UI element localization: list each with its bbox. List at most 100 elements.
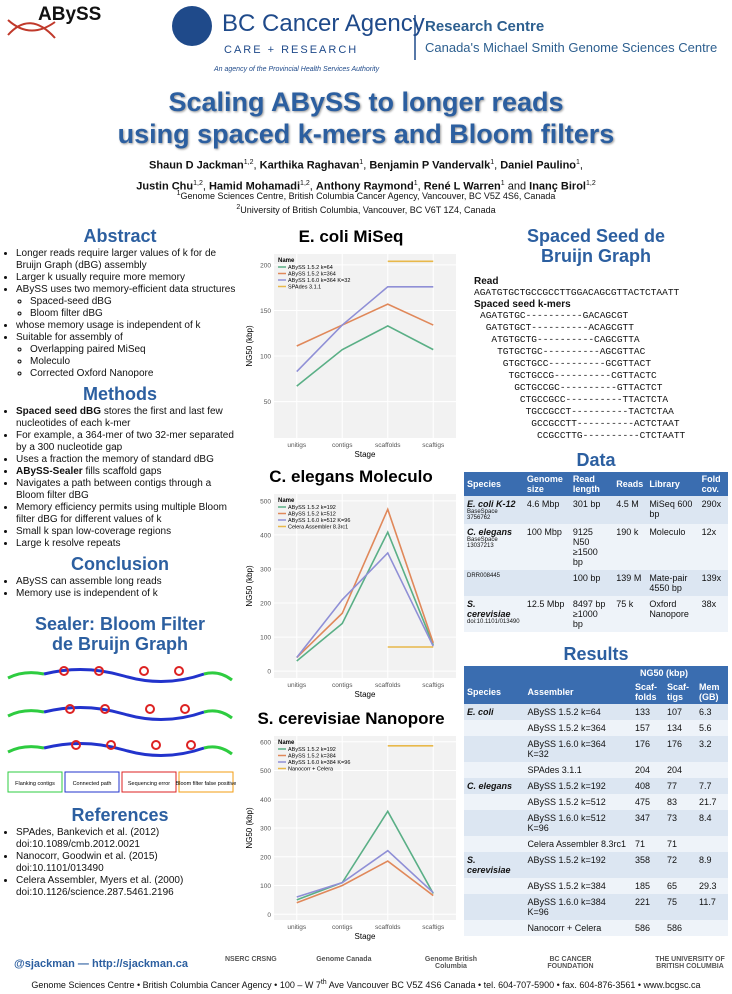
bullet-item: Uses a fraction the memory of standard d… bbox=[16, 454, 236, 466]
legend-label: Celera Assembler 8.3rc1 bbox=[288, 525, 348, 531]
cell-text: 139x bbox=[701, 573, 722, 583]
legend-label: ABySS 1.5.2 k=64 bbox=[288, 265, 333, 271]
cell-text: MiSeq 600 bp bbox=[649, 499, 693, 519]
cell-text: ABySS 1.6.0 k=384 K=96 bbox=[527, 897, 606, 917]
legend-text: Sequencing error bbox=[128, 781, 170, 787]
title-line: using spaced k-mers and Bloom filters bbox=[117, 119, 615, 149]
cell-text: 290x bbox=[701, 499, 722, 509]
bullet-item: Memory efficiency permits using multiple… bbox=[16, 502, 236, 526]
legend-text: Flanking contigs bbox=[15, 781, 55, 787]
table-row: S. cerevisiae doi:10.1101/013490 12.5 Mbp 8… bbox=[464, 596, 728, 632]
cell: 290x bbox=[698, 496, 728, 524]
legend-label: ABySS 1.6.0 k=512 K=96 bbox=[288, 518, 350, 524]
cell-text: 38x bbox=[701, 599, 717, 609]
section-heading: Data bbox=[576, 450, 616, 470]
read-label: Read bbox=[474, 276, 499, 287]
bullet-text: Large k resolve repeats bbox=[16, 538, 121, 549]
species-cell bbox=[464, 878, 525, 894]
cell: 38x bbox=[698, 596, 728, 632]
footer-logos: NSERC CRSNG Genome Canada Genome British C… bbox=[225, 956, 730, 970]
author-sep: , bbox=[253, 159, 257, 172]
cell-text: ABySS 1.5.2 k=192 bbox=[527, 781, 606, 791]
cell: 7.7 bbox=[696, 778, 728, 794]
species-cell bbox=[464, 894, 525, 920]
sub-list: Spaced-seed dBGBloom filter dBG bbox=[16, 296, 236, 320]
flank-left bbox=[7, 709, 45, 718]
kmer: GCTGCCGC----------GTTACTCT bbox=[480, 382, 663, 393]
legend-text: Bloom filter false positive bbox=[176, 781, 236, 787]
author-sup: 1 bbox=[576, 159, 580, 166]
error-loop bbox=[139, 666, 149, 676]
chart: C. elegans Moleculo 0 100 200 300 400 500 uniti… bbox=[245, 467, 456, 699]
footer: Genome Sciences Centre • British Columbi… bbox=[0, 979, 732, 990]
author-name: Anthony Raymond bbox=[315, 180, 414, 193]
affiliations: 1Genome Sciences Centre, British Columbi… bbox=[0, 188, 732, 216]
column-header: Scaf-tigs bbox=[664, 680, 696, 704]
legend-label: ABySS 1.5.2 k=512 bbox=[288, 512, 336, 518]
cell: MiSeq 600 bp bbox=[646, 496, 699, 524]
cell: 185 bbox=[632, 878, 664, 894]
cell-text: 29.3 bbox=[699, 881, 717, 891]
kmers-label: Spaced seed k-mers bbox=[474, 299, 571, 310]
footer-logo: BC CANCER FOUNDATION bbox=[547, 956, 594, 970]
cell-text: Celera Assembler 8.3rc1 bbox=[527, 839, 626, 849]
cell: 75 k bbox=[613, 596, 647, 632]
column-header: Assembler bbox=[524, 680, 632, 704]
group-header: NG50 (kbp) bbox=[632, 666, 696, 680]
x-tick-label: contigs bbox=[332, 924, 353, 931]
cell-text: ABySS 1.5.2 k=364 bbox=[527, 723, 606, 733]
flank-right bbox=[203, 671, 233, 682]
author-sup: 1,2 bbox=[300, 179, 310, 187]
series-line bbox=[296, 285, 434, 373]
sub-item: Spaced-seed dBG bbox=[30, 296, 236, 308]
species-cell: S. cerevisiae doi:10.1101/013490 bbox=[464, 596, 524, 632]
section-heading: Results bbox=[563, 644, 629, 664]
cell-text: ABySS 1.5.2 k=512 bbox=[527, 797, 606, 807]
kmer: TGTGCTGC----------AGCGTTAC bbox=[480, 346, 646, 357]
series-line bbox=[296, 849, 434, 898]
x-tick-label: contigs bbox=[332, 442, 353, 449]
sub-item: Overlapping paired MiSeq bbox=[30, 344, 236, 356]
data-table: Species Genome size Read length Reads Librar… bbox=[464, 472, 728, 632]
table-row: ABySS 1.6.0 k=512 K=96 347 73 8.4 bbox=[464, 810, 728, 836]
legend-box bbox=[7, 771, 63, 793]
table-row: E. coli ABySS 1.5.2 k=64 133 107 6.3 bbox=[464, 704, 728, 720]
y-tick-label: 100 bbox=[260, 354, 271, 361]
kmer: CCGCCTTG----------CTCTAATT bbox=[480, 430, 686, 441]
cell-text: ABySS 1.6.0 k=512 K=96 bbox=[527, 813, 606, 833]
y-tick-label: 500 bbox=[260, 768, 271, 775]
bullet-text: ABySS can assemble long reads bbox=[16, 576, 162, 587]
author-name: Daniel Paulino bbox=[500, 159, 577, 172]
cell-text: 408 bbox=[635, 781, 651, 791]
footer-logo: Genome British Columbia bbox=[424, 956, 478, 970]
affiliation: 2University of British Columbia, Vancouv… bbox=[0, 202, 732, 216]
cell: ABySS 1.6.0 k=384 K=96 bbox=[524, 894, 632, 920]
cell: 139x bbox=[698, 570, 728, 596]
cell: Oxford Nanopore bbox=[646, 596, 699, 632]
author-sup: 1,2 bbox=[193, 179, 203, 187]
species-cell: C. elegans BaseSpace 13037213 bbox=[464, 524, 524, 570]
cell-text: 100 Mbp bbox=[526, 527, 562, 537]
cell: 11.7 bbox=[696, 894, 728, 920]
cell-text: 190 k bbox=[616, 527, 639, 537]
species-note: doi:10.1101/013490 bbox=[467, 619, 520, 625]
y-tick-label: 400 bbox=[260, 532, 271, 539]
author-name: René L Warren bbox=[423, 180, 501, 193]
cell-text: Moleculo bbox=[649, 527, 686, 537]
cell-text: 9125 N50 ≥1500 bp bbox=[572, 527, 598, 567]
y-axis-label: NG50 (kbp) bbox=[245, 565, 254, 607]
cell-text: 71 bbox=[635, 839, 646, 849]
cell-text: ABySS 1.5.2 k=192 bbox=[527, 855, 606, 865]
legend-text: Connected path bbox=[73, 781, 112, 787]
kmer: GCCGCCTT----------ACTCTAAT bbox=[480, 418, 680, 429]
reference-line: doi:10.1089/cmb.2012.0021 bbox=[16, 839, 140, 850]
species-cell bbox=[464, 794, 525, 810]
error-loop bbox=[186, 740, 196, 750]
cell: 176 bbox=[664, 736, 696, 762]
x-tick-label: scaftigs bbox=[422, 682, 445, 689]
series-line bbox=[296, 809, 434, 901]
author-sup: 1,2 bbox=[585, 179, 596, 187]
legend-title: Name bbox=[278, 498, 295, 504]
title-line: Scaling ABySS to longer reads bbox=[168, 87, 564, 117]
